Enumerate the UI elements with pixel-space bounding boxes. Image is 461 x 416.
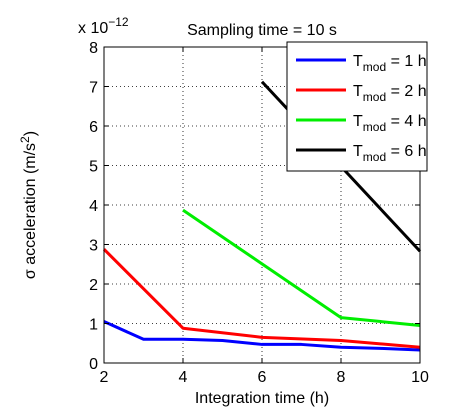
y-tick-label: 6 bbox=[89, 119, 98, 136]
x-tick-label: 6 bbox=[258, 369, 267, 386]
x-tick-label: 2 bbox=[100, 369, 109, 386]
x-tick-label: 4 bbox=[179, 369, 188, 386]
y-tick-label: 4 bbox=[89, 198, 98, 215]
series-line-1 bbox=[103, 320, 421, 352]
chart-title: Sampling time = 10 s bbox=[187, 22, 337, 39]
legend-label-3: Tmod = 4 h bbox=[353, 113, 427, 134]
y-multiplier: x 10−12 bbox=[78, 15, 129, 37]
y-tick-label: 8 bbox=[89, 40, 98, 57]
y-axis-title-superscript: 2 bbox=[18, 136, 32, 143]
y-axis-title-main: σ acceleration (m/s bbox=[22, 143, 39, 279]
x-tick-label: 10 bbox=[411, 369, 429, 386]
legend-label-4: Tmod = 6 h bbox=[353, 143, 427, 164]
y-multiplier-base: x 10 bbox=[78, 20, 108, 37]
y-tick-label: 7 bbox=[89, 80, 98, 97]
x-tick-label: 8 bbox=[337, 369, 346, 386]
legend-label-2: Tmod = 2 h bbox=[353, 83, 427, 104]
legend: Tmod = 1 h Tmod = 2 h Tmod = 4 h Tmod = 6 h bbox=[286, 41, 428, 172]
y-axis-title-end: ) bbox=[22, 131, 39, 136]
x-axis-title: Integration time (h) bbox=[195, 390, 329, 407]
y-tick-label: 0 bbox=[89, 356, 98, 373]
y-tick-label: 1 bbox=[89, 317, 98, 334]
legend-label-1: Tmod = 1 h bbox=[353, 53, 427, 74]
series-line-3 bbox=[182, 208, 421, 327]
y-multiplier-exponent: −12 bbox=[108, 15, 129, 29]
y-tick-label: 5 bbox=[89, 159, 98, 176]
y-tick-label: 3 bbox=[89, 238, 98, 255]
y-axis-title: σ acceleration (m/s2) bbox=[18, 131, 39, 279]
series-line-2 bbox=[102, 248, 421, 349]
y-tick-label: 2 bbox=[89, 277, 98, 294]
